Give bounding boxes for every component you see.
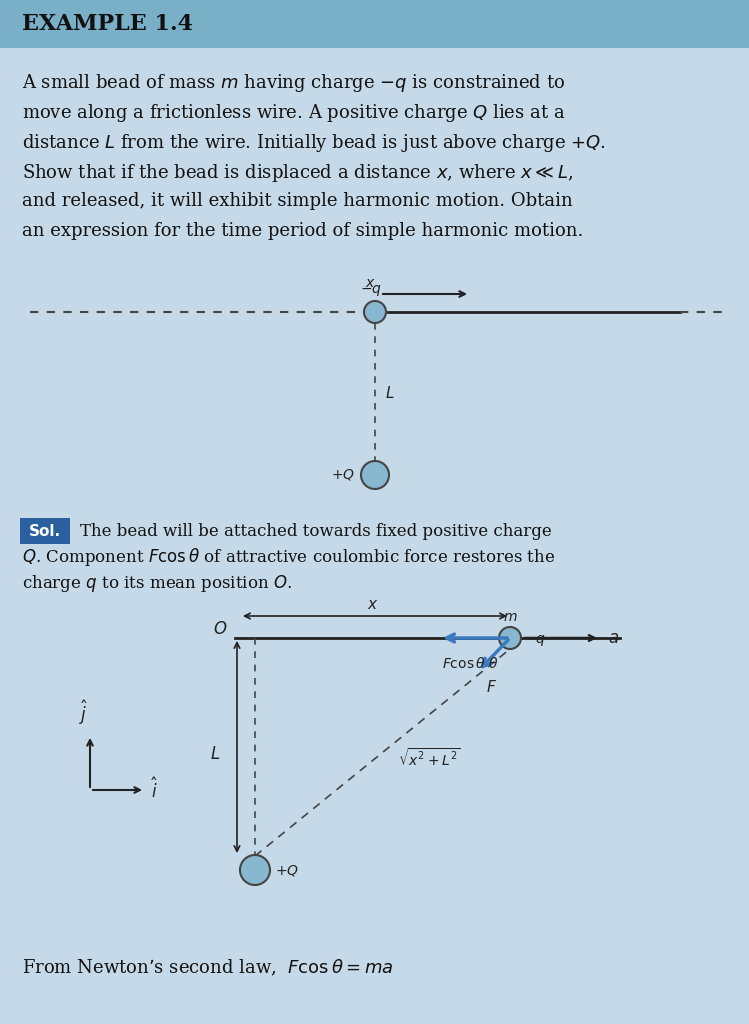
Text: and released, it will exhibit simple harmonic motion. Obtain: and released, it will exhibit simple har… (22, 193, 573, 210)
Circle shape (364, 301, 386, 323)
Text: $L$: $L$ (210, 745, 220, 763)
Text: $L$: $L$ (385, 385, 395, 401)
Text: $F\cos\theta\ \theta$: $F\cos\theta\ \theta$ (442, 656, 499, 671)
Text: $m$: $m$ (503, 610, 518, 624)
Text: $Q$. Component $F\cos\theta$ of attractive coulombic force restores the: $Q$. Component $F\cos\theta$ of attracti… (22, 546, 555, 568)
Circle shape (361, 461, 389, 489)
Text: charge $q$ to its mean position $O$.: charge $q$ to its mean position $O$. (22, 572, 292, 594)
Text: Sol.: Sol. (29, 523, 61, 539)
Text: $O$: $O$ (213, 620, 227, 638)
Text: $-q$: $-q$ (524, 633, 546, 647)
Text: $+Q$: $+Q$ (331, 468, 355, 482)
Text: $x$: $x$ (367, 597, 378, 612)
Text: $F$: $F$ (486, 679, 497, 695)
FancyBboxPatch shape (0, 0, 749, 48)
Text: The bead will be attached towards fixed positive charge: The bead will be attached towards fixed … (80, 522, 552, 540)
FancyBboxPatch shape (20, 518, 70, 544)
Circle shape (240, 855, 270, 885)
Text: move along a frictionless wire. A positive charge $Q$ lies at a: move along a frictionless wire. A positi… (22, 102, 565, 124)
Text: From Newton’s second law,  $F\cos\theta = ma$: From Newton’s second law, $F\cos\theta =… (22, 957, 394, 978)
Circle shape (499, 627, 521, 649)
Text: $x$: $x$ (365, 276, 375, 290)
Text: $a$: $a$ (608, 629, 619, 647)
Text: $+Q$: $+Q$ (275, 862, 299, 878)
Text: $\hat{i}$: $\hat{i}$ (151, 777, 158, 802)
Text: $\hat{j}$: $\hat{j}$ (79, 698, 88, 727)
Text: an expression for the time period of simple harmonic motion.: an expression for the time period of sim… (22, 222, 583, 240)
Text: $\sqrt{x^2+L^2}$: $\sqrt{x^2+L^2}$ (398, 749, 460, 770)
Text: Show that if the bead is displaced a distance $x$, where $x \ll L$,: Show that if the bead is displaced a dis… (22, 162, 574, 184)
Text: EXAMPLE 1.4: EXAMPLE 1.4 (22, 13, 193, 35)
Text: $-q$: $-q$ (360, 283, 382, 298)
Text: A small bead of mass $m$ having charge $-q$ is constrained to: A small bead of mass $m$ having charge $… (22, 72, 565, 94)
Text: distance $L$ from the wire. Initially bead is just above charge $+Q$.: distance $L$ from the wire. Initially be… (22, 132, 606, 154)
